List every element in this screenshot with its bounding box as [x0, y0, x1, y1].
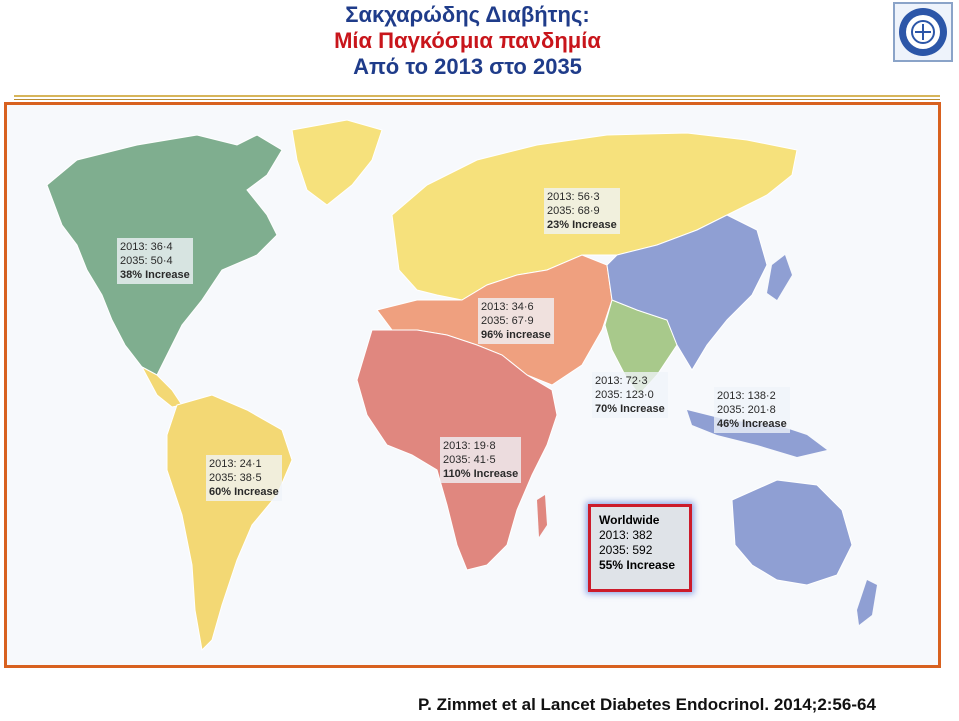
region-japan	[767, 255, 792, 300]
logo-emblem	[911, 20, 935, 44]
region-central-america	[140, 365, 183, 408]
label-europe: 2013: 56·3 2035: 68·9 23% Increase	[544, 188, 620, 234]
region-south-america	[166, 394, 293, 652]
region-greenland	[291, 119, 383, 206]
label-north-america: 2013: 36·4 2035: 50·4 38% Increase	[117, 238, 193, 284]
world-diabetes-map	[46, 119, 877, 652]
title-line-2: Μία Παγκόσμια πανδημία	[334, 28, 601, 53]
region-madagascar	[537, 495, 547, 537]
world-map-frame: 2013: 36·4 2035: 50·4 38% Increase 2013: …	[4, 102, 941, 668]
label-mena: 2013: 34·6 2035: 67·9 96% increase	[478, 298, 554, 344]
title-line-3: Από το 2013 στο 2035	[353, 54, 582, 79]
region-western-pacific	[606, 214, 768, 371]
label-western-pacific: 2013: 138·2 2035: 201·8 46% Increase	[714, 387, 790, 433]
worldwide-2013: 2013: 382	[599, 528, 653, 542]
label-africa: 2013: 19·8 2035: 41·5 110% Increase	[440, 437, 522, 483]
label-south-america: 2013: 24·1 2035: 38·5 60% Increase	[206, 455, 282, 501]
worldwide-increase: 55% Increase	[599, 558, 676, 572]
region-new-zealand	[857, 580, 877, 625]
worldwide-title: Worldwide	[599, 513, 660, 527]
worldwide-summary-box: Worldwide 2013: 382 2035: 592 55% Increa…	[588, 504, 692, 592]
header-rule	[14, 95, 940, 97]
citation: P. Zimmet et al Lancet Diabetes Endocrin…	[418, 695, 876, 714]
header-rule-2	[14, 99, 940, 100]
label-south-east-asia: 2013: 72·3 2035: 123·0 70% Increase	[592, 372, 668, 418]
title-line-1: Σακχαρώδης Διαβήτης:	[345, 2, 590, 27]
university-logo	[893, 2, 953, 62]
region-australia	[731, 479, 853, 586]
worldwide-2035: 2035: 592	[599, 543, 653, 557]
